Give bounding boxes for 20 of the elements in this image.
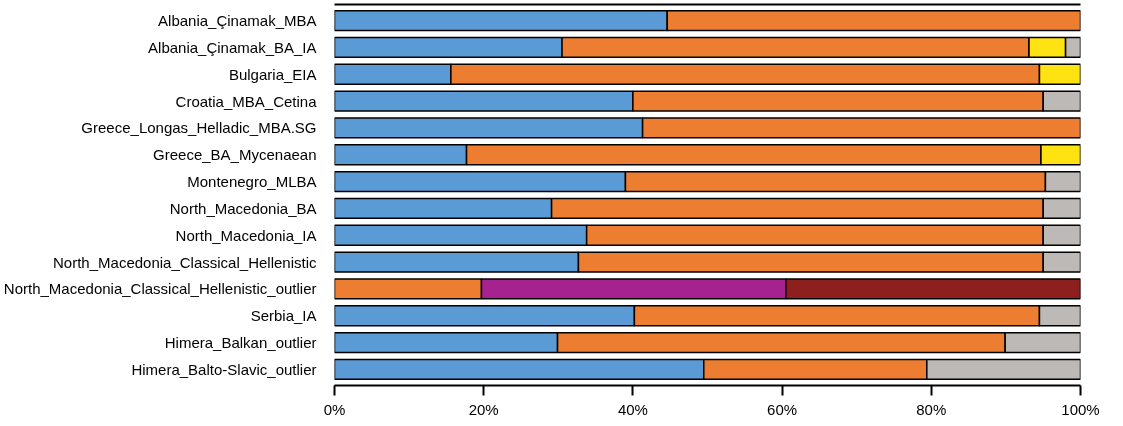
x-tick-label: 20% bbox=[468, 400, 499, 418]
y-tick-label: Serbia_IA bbox=[250, 307, 317, 325]
y-tick-label: Croatia_MBA_Cetina bbox=[175, 92, 318, 110]
y-tick-label: Himera_Balto-Slavic_outlier bbox=[131, 360, 317, 378]
y-tick-label: North_Macedonia_BA bbox=[169, 199, 317, 217]
y-tick-label: Greece_BA_Mycenaean bbox=[153, 146, 317, 164]
y-tick-label: North_Macedonia_Classical_Hellenistic bbox=[53, 253, 317, 271]
x-tick-label: 40% bbox=[617, 400, 648, 418]
y-tick-label: Greece_Longas_Helladic_MBA.SG bbox=[81, 119, 317, 137]
y-tick-label: North_Macedonia_IA bbox=[175, 226, 317, 244]
y-tick-label: Bulgaria_EIA bbox=[228, 65, 317, 83]
x-tick-label: 80% bbox=[916, 400, 947, 418]
y-tick-label: Albania_Çinamak_MBA bbox=[158, 12, 317, 30]
x-tick-label: 60% bbox=[767, 400, 798, 418]
y-tick-label: North_Macedonia_Classical_Hellenistic_outlier bbox=[3, 280, 317, 298]
y-tick-label: Himera_Balkan_outlier bbox=[164, 334, 317, 352]
x-tick-label: 0% bbox=[323, 400, 346, 418]
y-tick-label: Montenegro_MLBA bbox=[187, 173, 317, 191]
y-tick-label: Albania_Çinamak_BA_IA bbox=[148, 38, 317, 56]
x-tick-label: 100% bbox=[1061, 400, 1100, 418]
